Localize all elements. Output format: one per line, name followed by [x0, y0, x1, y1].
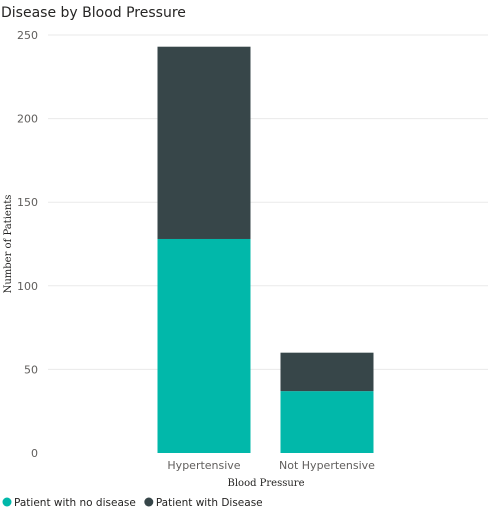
legend-marker — [2, 497, 12, 507]
y-tick-label: 0 — [31, 447, 38, 460]
x-tick-label: Not Hypertensive — [279, 459, 375, 472]
y-tick-label: 50 — [24, 363, 38, 376]
bar-segment[interactable] — [157, 238, 251, 453]
gridlines — [48, 34, 488, 370]
x-axis-ticks: Hypertensive Not Hypertensive — [167, 459, 375, 472]
legend-label[interactable]: Patient with Disease — [156, 497, 263, 509]
legend: Patient with no disease Patient with Dise… — [2, 497, 263, 509]
x-axis-title: Blood Pressure — [228, 478, 305, 489]
y-tick-label: 150 — [17, 196, 38, 209]
y-axis-title: Number of Patients — [3, 195, 14, 294]
legend-label[interactable]: Patient with no disease — [14, 497, 136, 509]
y-tick-label: 200 — [17, 113, 38, 126]
y-tick-label: 250 — [17, 29, 38, 42]
chart-title: Disease by Blood Pressure — [1, 5, 186, 21]
bars — [157, 46, 374, 453]
bar-segment[interactable] — [280, 391, 374, 453]
x-tick-label: Hypertensive — [167, 459, 240, 472]
y-tick-label: 100 — [17, 280, 38, 293]
legend-marker — [144, 497, 154, 507]
bar-segment[interactable] — [280, 352, 374, 392]
bar-segment[interactable] — [157, 46, 251, 239]
y-axis-ticks: 0 50 100 150 200 250 — [17, 29, 38, 460]
